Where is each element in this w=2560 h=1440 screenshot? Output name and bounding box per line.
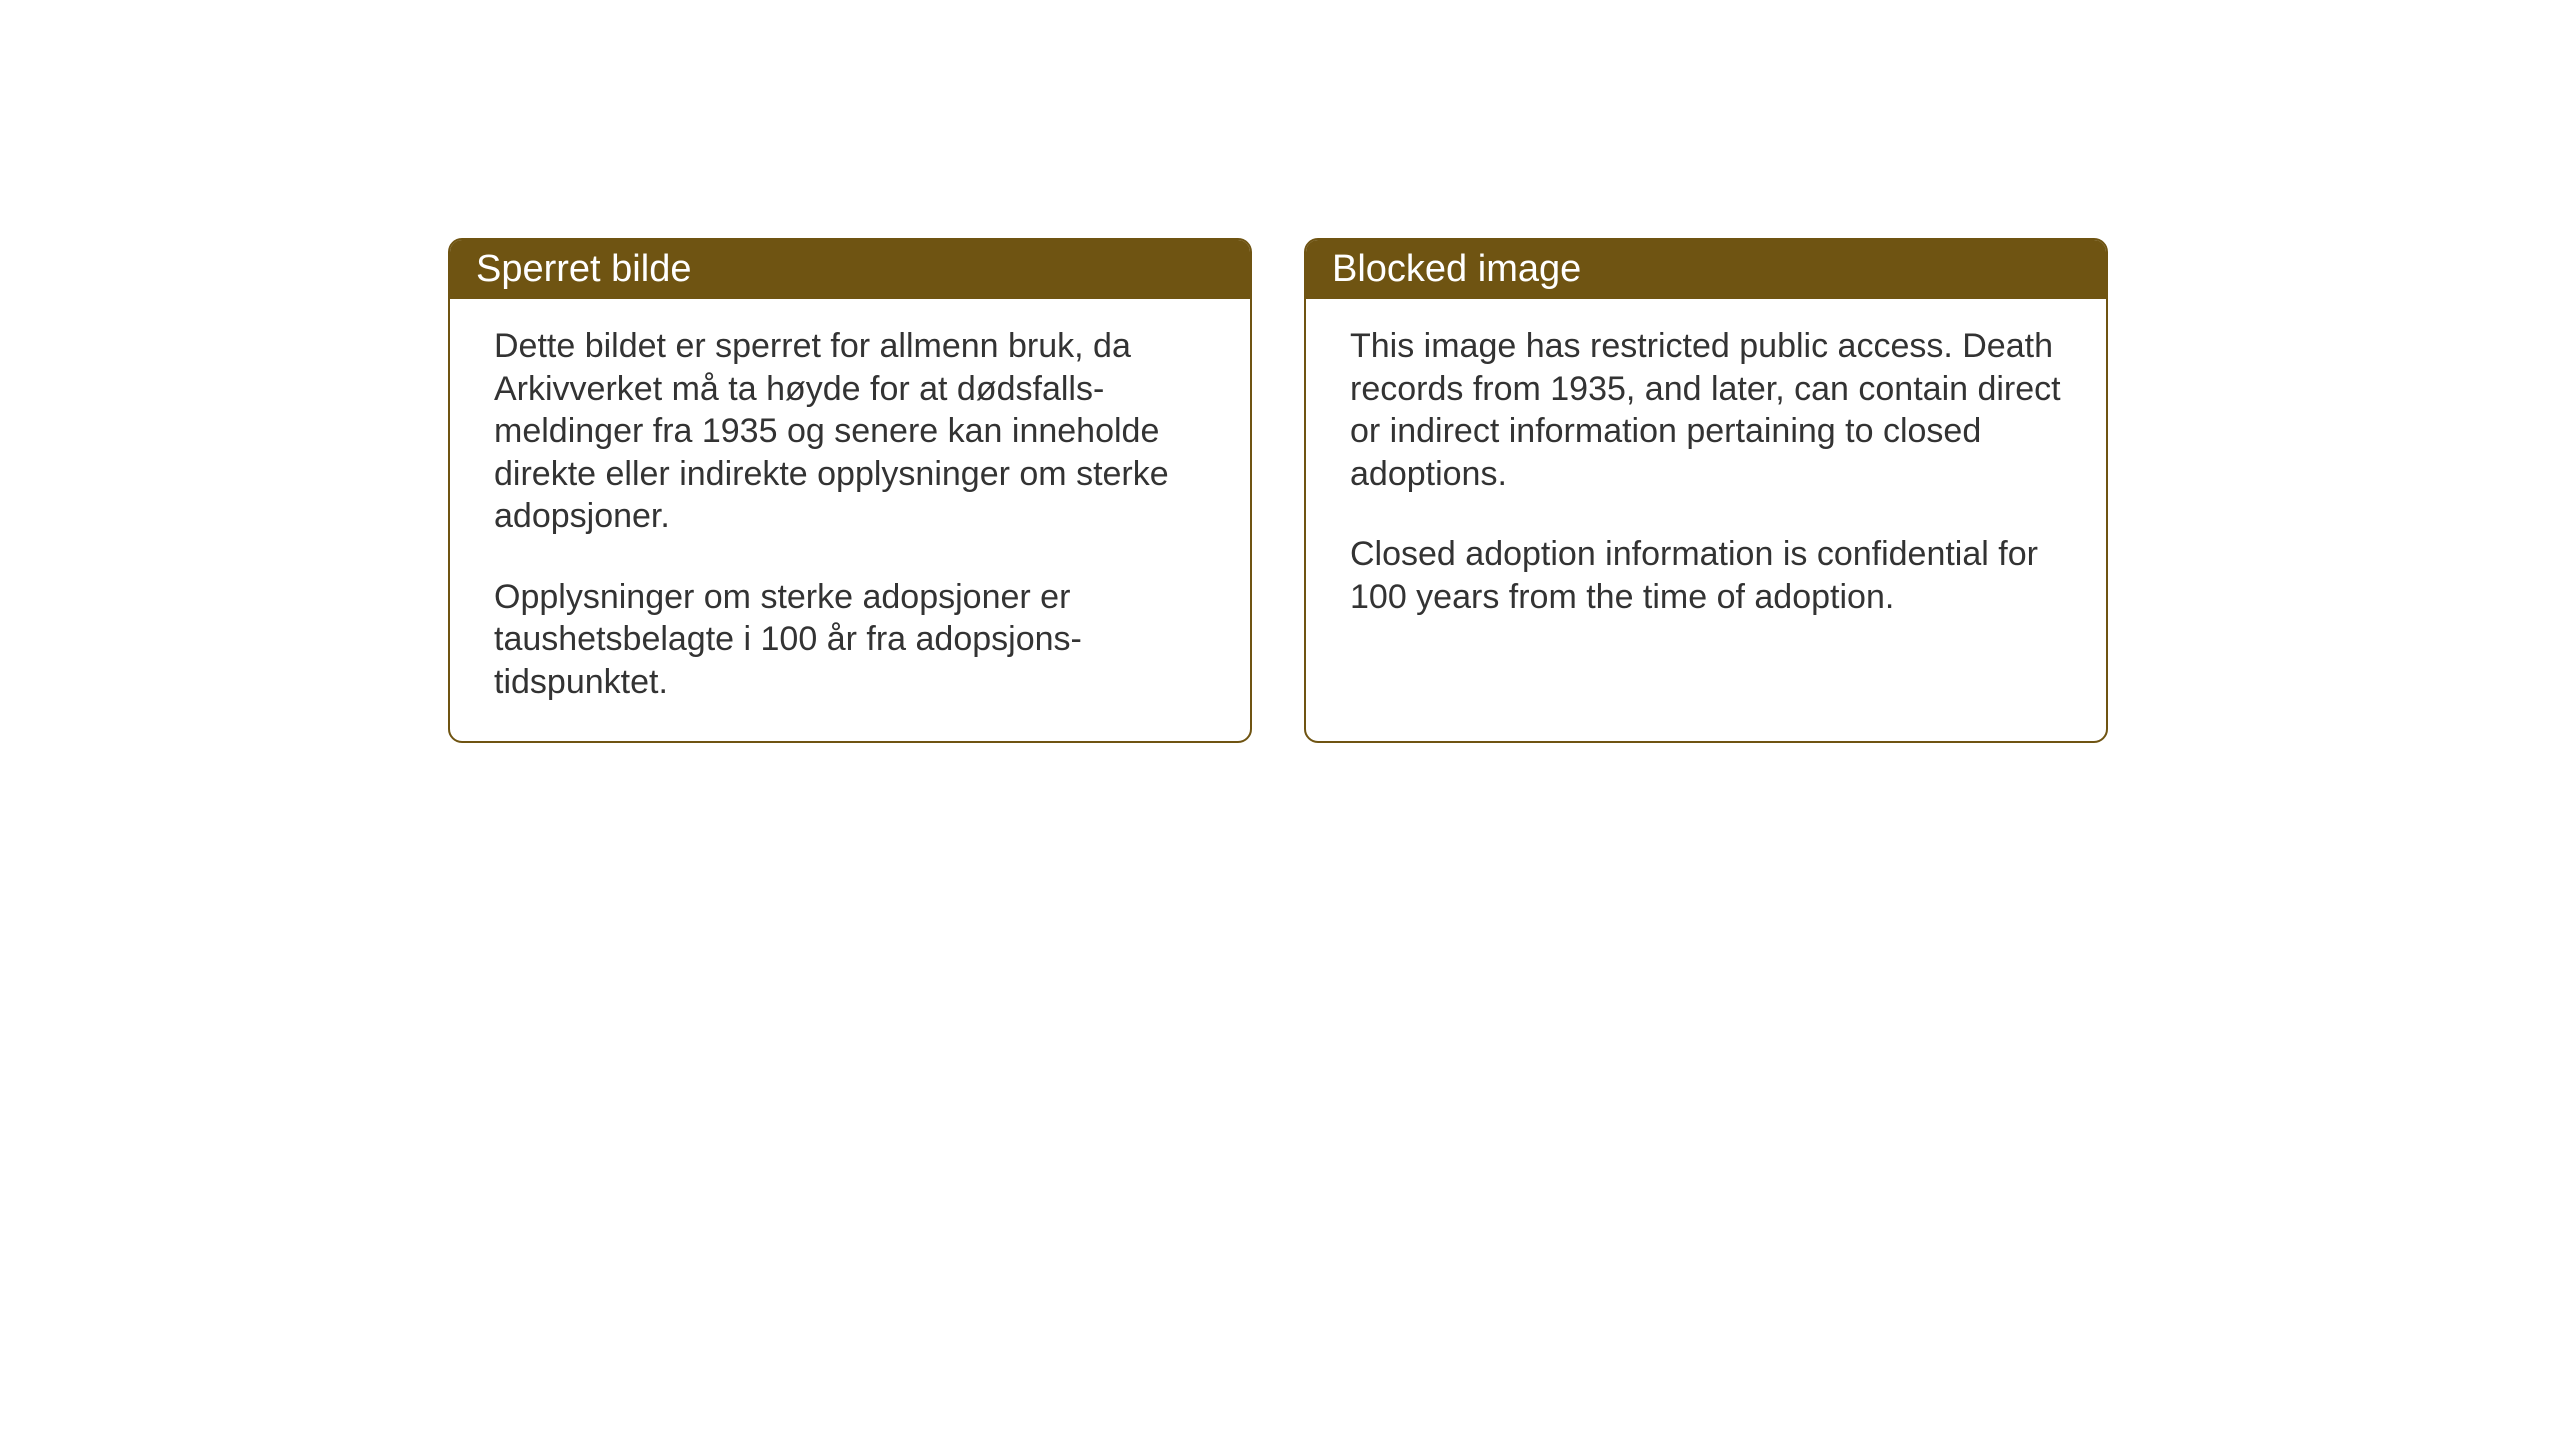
english-paragraph-2: Closed adoption information is confident… bbox=[1350, 533, 2062, 618]
english-notice-card: Blocked image This image has restricted … bbox=[1304, 238, 2108, 743]
norwegian-paragraph-1: Dette bildet er sperret for allmenn bruk… bbox=[494, 325, 1206, 538]
english-paragraph-1: This image has restricted public access.… bbox=[1350, 325, 2062, 495]
english-card-title: Blocked image bbox=[1306, 240, 2106, 299]
norwegian-card-title: Sperret bilde bbox=[450, 240, 1250, 299]
english-card-body: This image has restricted public access.… bbox=[1306, 299, 2106, 729]
notice-container: Sperret bilde Dette bildet er sperret fo… bbox=[448, 238, 2108, 743]
norwegian-notice-card: Sperret bilde Dette bildet er sperret fo… bbox=[448, 238, 1252, 743]
norwegian-card-body: Dette bildet er sperret for allmenn bruk… bbox=[450, 299, 1250, 741]
norwegian-paragraph-2: Opplysninger om sterke adopsjoner er tau… bbox=[494, 576, 1206, 704]
